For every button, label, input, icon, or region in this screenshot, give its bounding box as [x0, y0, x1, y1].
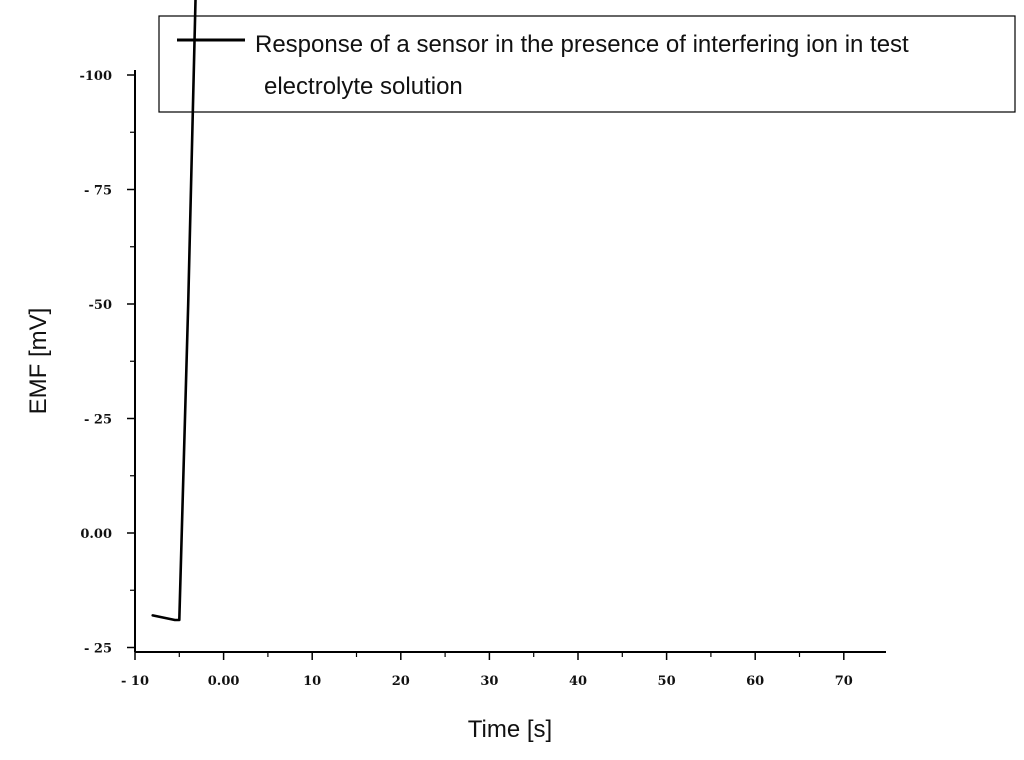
x-tick-label: 60: [746, 674, 764, 689]
y-tick-label: - 25: [84, 413, 112, 428]
y-ticks: - 250.00- 25-50- 75-100-125- 150- 175: [79, 69, 135, 657]
y-tick-label: -100: [79, 69, 112, 84]
x-tick-label: - 10: [121, 674, 149, 689]
y-tick-label: - 25: [84, 642, 112, 657]
legend-label-line2: electrolyte solution: [264, 73, 463, 100]
y-tick-label: 0.00: [80, 527, 112, 542]
x-tick-label: 70: [835, 674, 853, 689]
legend-label-line1: Response of a sensor in the presence of …: [255, 31, 909, 58]
x-tick-label: 30: [480, 674, 498, 689]
y-axis-title: EMF [mV]: [25, 308, 52, 415]
x-tick-label: 50: [658, 674, 676, 689]
x-tick-label: 40: [569, 674, 587, 689]
series-layer: [151, 0, 197, 622]
series-line: [151, 0, 197, 622]
x-tick-label: 10: [303, 674, 321, 689]
x-tick-label: 0.00: [208, 674, 240, 689]
y-tick-label: - 75: [84, 184, 112, 199]
legend: Response of a sensor in the presence of …: [158, 15, 1016, 113]
y-tick-label: -50: [89, 298, 113, 313]
x-tick-label: 20: [392, 674, 410, 689]
legend-box: [158, 15, 1016, 113]
x-axis-title: Time [s]: [468, 716, 552, 743]
x-ticks: - 10 0.00 10 20 30 40 50 60 70: [121, 652, 853, 689]
